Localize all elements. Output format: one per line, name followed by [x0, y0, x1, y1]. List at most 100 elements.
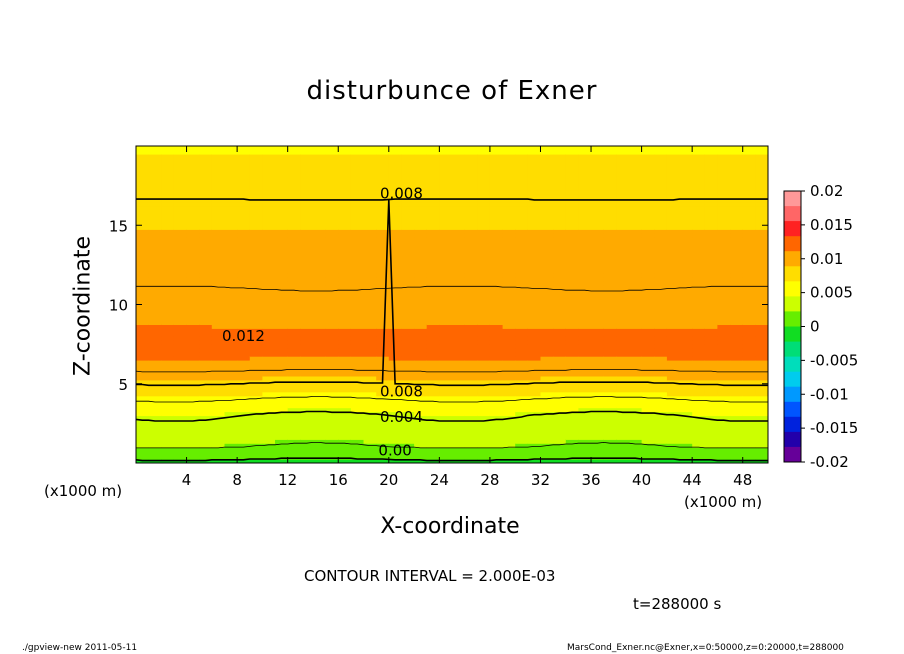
- field-cell: [452, 435, 466, 440]
- field-cell: [502, 173, 516, 179]
- contour-label: 0.008: [380, 185, 423, 203]
- field-cell: [692, 423, 706, 428]
- field-cell: [502, 360, 516, 365]
- field-cell: [325, 451, 339, 456]
- field-cell: [527, 360, 541, 365]
- field-cell: [717, 185, 731, 191]
- field-cell: [173, 146, 188, 151]
- field-cell: [275, 352, 289, 357]
- field-cell: [325, 233, 339, 238]
- field-cell: [249, 241, 263, 246]
- field-cell: [553, 363, 567, 369]
- field-cell: [237, 411, 251, 417]
- field-cell: [477, 157, 491, 163]
- field-cell: [262, 308, 276, 314]
- field-cell: [654, 185, 668, 191]
- field-cell: [553, 423, 567, 428]
- field-cell: [515, 316, 529, 321]
- field-cell: [540, 241, 554, 246]
- field-cell: [464, 300, 478, 306]
- field-cell: [692, 391, 706, 397]
- field-cell: [186, 146, 200, 151]
- field-cell: [679, 181, 693, 187]
- field-cell: [363, 415, 377, 420]
- field-cell: [199, 399, 213, 405]
- field-cell: [300, 332, 314, 337]
- field-cell: [654, 320, 668, 325]
- field-cell: [262, 300, 276, 306]
- field-cell: [502, 403, 516, 409]
- field-cell: [338, 161, 352, 167]
- field-cell: [287, 340, 301, 345]
- field-cell: [173, 189, 188, 195]
- field-cell: [591, 245, 605, 250]
- field-cell: [603, 435, 617, 440]
- x-tick-label: 32: [531, 471, 550, 489]
- field-cell: [527, 451, 541, 456]
- field-cell: [452, 193, 466, 199]
- field-cell: [211, 419, 225, 424]
- field-cell: [742, 304, 756, 310]
- field-cell: [414, 427, 428, 432]
- contour-interval-text: CONTOUR INTERVAL = 2.000E-03: [304, 567, 556, 585]
- field-cell: [439, 209, 453, 214]
- field-cell: [186, 375, 200, 381]
- field-cell: [350, 304, 365, 310]
- field-cell: [136, 284, 150, 290]
- field-cell: [591, 308, 605, 314]
- field-cell: [502, 316, 516, 321]
- field-cell: [502, 447, 516, 452]
- field-cell: [211, 185, 225, 191]
- field-cell: [477, 391, 491, 397]
- field-cell: [350, 320, 365, 325]
- field-cell: [692, 375, 706, 381]
- field-cell: [211, 205, 225, 210]
- field-cell: [439, 268, 453, 274]
- field-cell: [603, 280, 617, 286]
- field-cell: [692, 189, 706, 195]
- field-cell: [363, 150, 377, 155]
- field-cell: [388, 256, 402, 262]
- field-cell: [629, 189, 643, 195]
- field-cell: [199, 225, 213, 230]
- field-cell: [565, 221, 579, 226]
- field-cell: [452, 241, 466, 246]
- field-cell: [439, 348, 453, 353]
- field-cell: [173, 352, 188, 357]
- field-cell: [199, 431, 213, 436]
- field-cell: [401, 276, 415, 282]
- field-cell: [363, 340, 377, 345]
- field-cell: [527, 296, 541, 302]
- field-cell: [338, 367, 352, 373]
- field-cell: [502, 324, 516, 329]
- field-cell: [704, 455, 718, 460]
- field-cell: [629, 324, 643, 329]
- field-cell: [249, 352, 263, 357]
- field-cell: [275, 312, 289, 317]
- field-cell: [350, 451, 365, 456]
- field-cell: [350, 403, 365, 409]
- y-tick-label: 15: [109, 217, 128, 235]
- field-cell: [401, 181, 415, 187]
- field-cell: [414, 407, 428, 413]
- field-cell: [161, 455, 175, 460]
- field-cell: [629, 237, 643, 242]
- field-cell: [527, 233, 541, 238]
- field-cell: [502, 181, 516, 187]
- field-cell: [262, 328, 276, 333]
- field-cell: [439, 379, 453, 385]
- field-cell: [224, 379, 238, 385]
- field-cell: [477, 439, 491, 444]
- field-cell: [489, 300, 504, 306]
- field-cell: [527, 316, 541, 321]
- field-cell: [489, 336, 504, 341]
- field-cell: [666, 383, 681, 389]
- field-cell: [553, 371, 567, 377]
- field-cell: [540, 320, 554, 325]
- field-cell: [578, 185, 592, 191]
- field-cell: [363, 399, 377, 405]
- field-cell: [186, 181, 200, 187]
- field-cell: [540, 387, 554, 393]
- field-cell: [502, 268, 516, 274]
- field-cell: [565, 360, 579, 365]
